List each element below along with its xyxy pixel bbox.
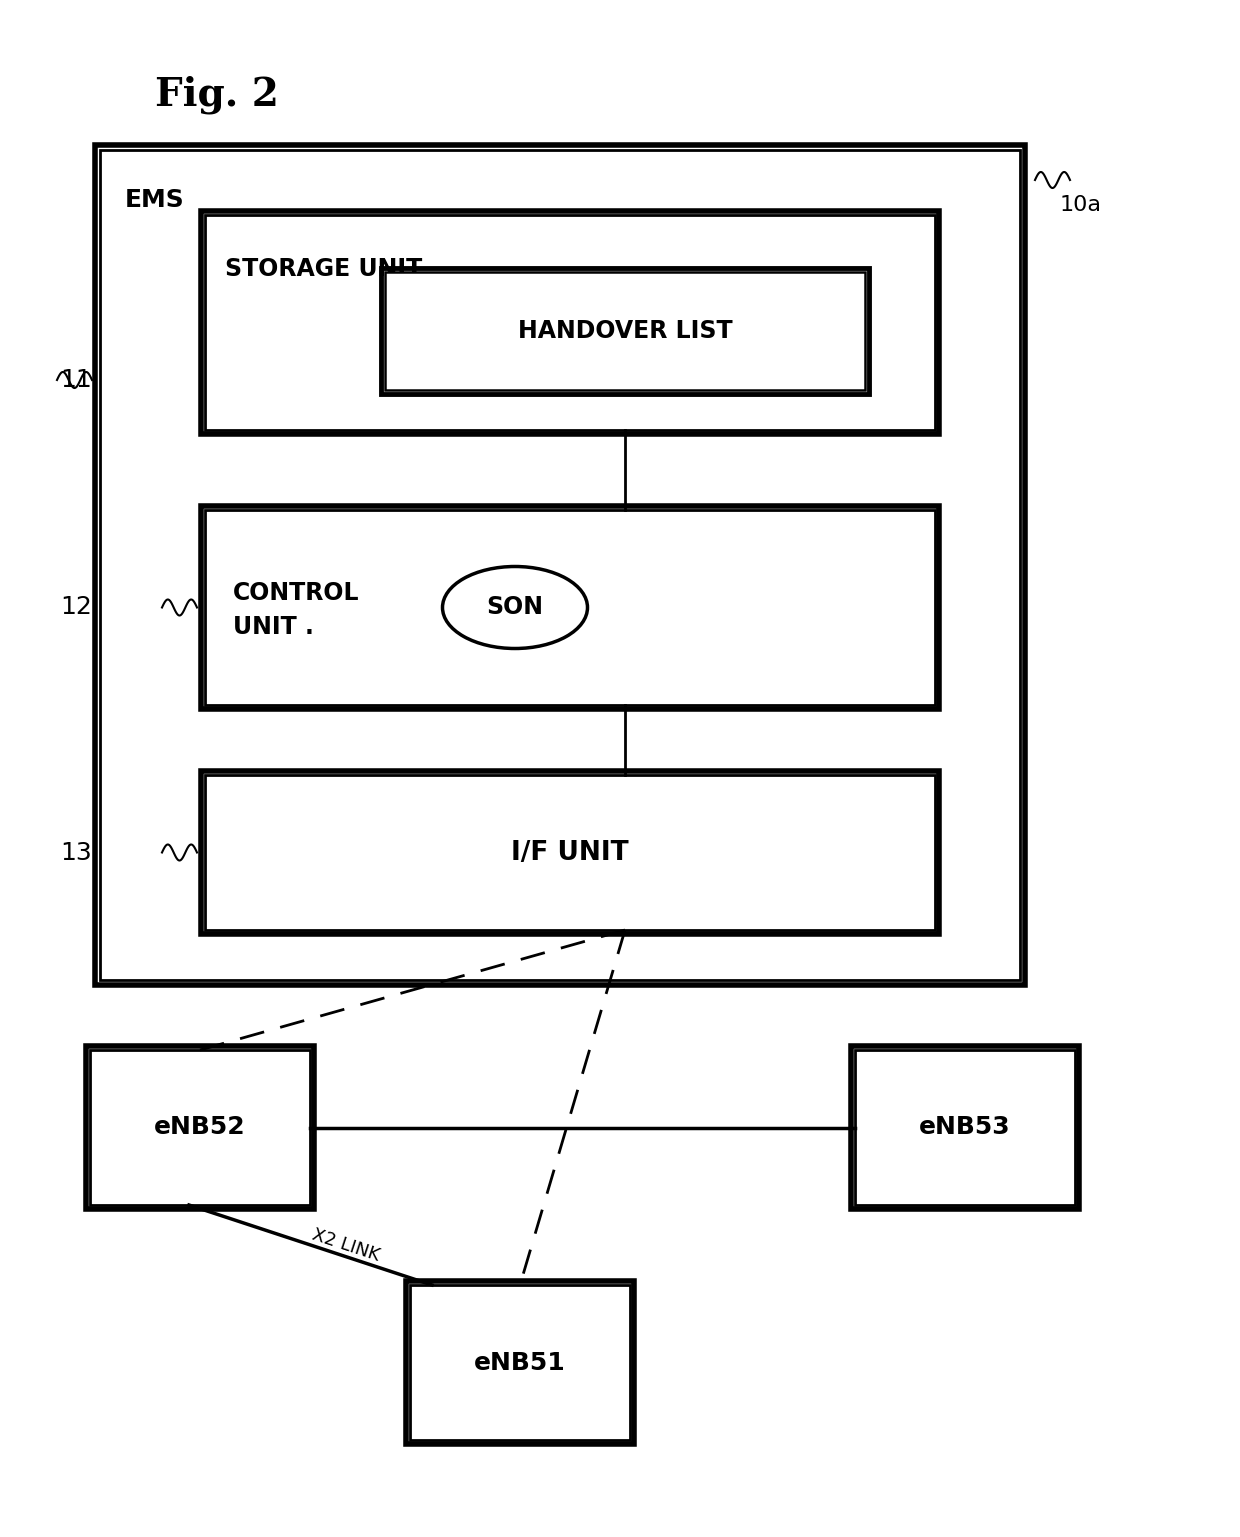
FancyBboxPatch shape [205, 510, 935, 705]
Text: SON: SON [486, 595, 543, 619]
FancyBboxPatch shape [100, 151, 1021, 981]
Text: CONTROL: CONTROL [233, 581, 360, 604]
Ellipse shape [443, 567, 588, 649]
FancyBboxPatch shape [86, 1047, 314, 1210]
Text: STORAGE UNIT: STORAGE UNIT [224, 257, 423, 281]
Text: X2 LINK: X2 LINK [310, 1225, 382, 1265]
FancyBboxPatch shape [201, 506, 939, 709]
Text: 13: 13 [60, 841, 92, 864]
FancyBboxPatch shape [95, 144, 1025, 985]
Text: UNIT .: UNIT . [233, 615, 314, 639]
FancyBboxPatch shape [205, 215, 935, 430]
FancyBboxPatch shape [410, 1285, 630, 1440]
Text: 11: 11 [60, 367, 92, 392]
FancyBboxPatch shape [405, 1280, 634, 1443]
Text: HANDOVER LIST: HANDOVER LIST [517, 320, 733, 343]
FancyBboxPatch shape [384, 272, 866, 390]
Text: eNB53: eNB53 [919, 1116, 1011, 1139]
FancyBboxPatch shape [851, 1047, 1079, 1210]
FancyBboxPatch shape [381, 267, 869, 393]
FancyBboxPatch shape [205, 775, 935, 930]
Text: eNB52: eNB52 [154, 1116, 246, 1139]
Text: 10a: 10a [1060, 195, 1102, 215]
Text: 12: 12 [60, 595, 92, 619]
FancyBboxPatch shape [201, 211, 939, 433]
Text: eNB51: eNB51 [474, 1351, 565, 1374]
Text: EMS: EMS [125, 188, 185, 212]
Text: I/F UNIT: I/F UNIT [511, 839, 629, 865]
FancyBboxPatch shape [91, 1050, 310, 1205]
FancyBboxPatch shape [201, 772, 939, 934]
FancyBboxPatch shape [856, 1050, 1075, 1205]
Text: Fig. 2: Fig. 2 [155, 75, 279, 114]
